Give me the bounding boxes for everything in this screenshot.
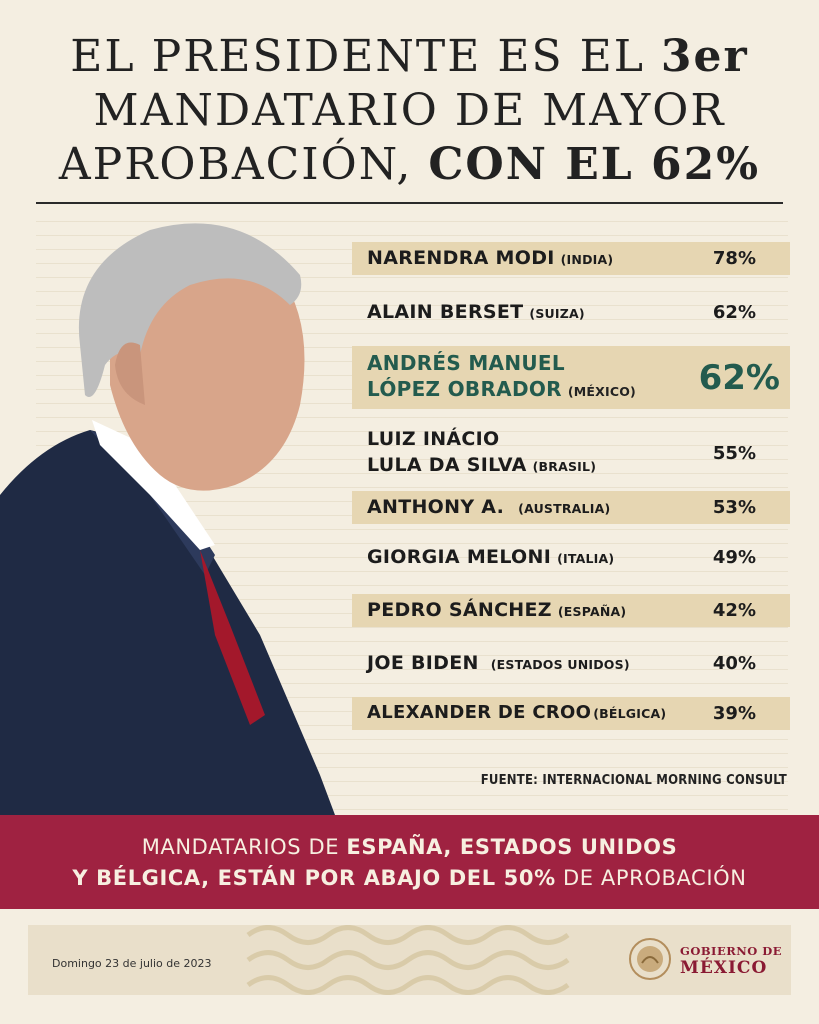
ranking-row-de-croo: ALEXANDER DE CROO (BÉLGICA) 39% bbox=[352, 697, 790, 730]
leader-country: (BÉLGICA) bbox=[593, 706, 667, 721]
ranking-row-berset: ALAIN BERSET (SUIZA) 62% bbox=[352, 296, 790, 329]
banner-line-1: MANDATARIOS DE ESPAÑA, ESTADOS UNIDOS bbox=[141, 835, 678, 859]
coat-of-arms-icon bbox=[629, 938, 671, 980]
headline-line-2: MANDATARIO DE MAYOR bbox=[93, 85, 726, 136]
leader-name-line-1: ANDRÉS MANUEL bbox=[367, 351, 565, 375]
approval-percent: 49% bbox=[712, 547, 756, 568]
approval-percent: 42% bbox=[712, 600, 756, 621]
leader-name-line-2: LULA DA SILVA bbox=[367, 454, 527, 476]
leader-country: (AUSTRALIA) bbox=[518, 500, 611, 516]
ranking-row-sanchez: PEDRO SÁNCHEZ (ESPAÑA) 42% bbox=[352, 594, 790, 627]
leader-country: (BRASIL) bbox=[532, 459, 597, 474]
logo-text-line-1: GOBIERNO DE bbox=[680, 944, 783, 958]
ranking-row-amlo: ANDRÉS MANUEL LÓPEZ OBRADOR (MÉXICO) 62% bbox=[352, 346, 790, 409]
gobierno-de-mexico-logo: GOBIERNO DE MÉXICO bbox=[628, 937, 788, 985]
source-note: FUENTE: INTERNACIONAL MORNING CONSULT bbox=[480, 773, 787, 788]
logo-text-line-2: MÉXICO bbox=[680, 958, 768, 978]
leader-country: (ESTADOS UNIDOS) bbox=[490, 656, 630, 672]
ranking-row-meloni: GIORGIA MELONI (ITALIA) 49% bbox=[352, 541, 790, 574]
leader-name: PEDRO SÁNCHEZ bbox=[367, 598, 552, 621]
approval-ranking: NARENDRA MODI (INDIA) 78% ALAIN BERSET (SU… bbox=[352, 242, 790, 730]
leader-name: ANTHONY A. bbox=[367, 495, 505, 518]
leader-name: ALEXANDER DE CROO bbox=[367, 702, 592, 723]
decorative-pattern bbox=[246, 925, 570, 995]
summary-banner: MANDATARIOS DE ESPAÑA, ESTADOS UNIDOS Y … bbox=[0, 815, 819, 909]
approval-percent: 55% bbox=[712, 442, 756, 464]
banner-line-2: Y BÉLGICA, ESTÁN POR ABAJO DEL 50% DE AP… bbox=[72, 866, 747, 890]
leader-name-line-2: LÓPEZ OBRADOR bbox=[367, 377, 562, 401]
leader-country: (INDIA) bbox=[560, 251, 614, 267]
leader-name: GIORGIA MELONI bbox=[367, 545, 552, 568]
headline: EL PRESIDENTE ES EL 3er MANDATARIO DE MA… bbox=[0, 30, 819, 192]
headline-line-3: APROBACIÓN, CON EL 62% bbox=[58, 139, 761, 190]
approval-percent: 39% bbox=[712, 703, 756, 724]
leader-country: (MÉXICO) bbox=[567, 384, 636, 399]
leader-name: NARENDRA MODI bbox=[367, 246, 555, 269]
leader-name: JOE BIDEN bbox=[367, 651, 479, 674]
approval-percent: 78% bbox=[712, 248, 756, 269]
ranking-row-modi: NARENDRA MODI (INDIA) 78% bbox=[352, 242, 790, 275]
president-photo bbox=[0, 223, 335, 815]
approval-percent-highlight: 62% bbox=[698, 357, 780, 398]
ranking-row-biden: JOE BIDEN (ESTADOS UNIDOS) 40% bbox=[352, 647, 790, 680]
leader-country: (SUIZA) bbox=[529, 305, 585, 321]
footer: Domingo 23 de julio de 2023 GOBIERNO DE … bbox=[28, 925, 791, 995]
approval-percent: 53% bbox=[712, 497, 756, 518]
leader-name-line-1: LUIZ INÁCIO bbox=[367, 428, 500, 450]
leader-name: ALAIN BERSET bbox=[367, 300, 524, 323]
leader-country: (ESPAÑA) bbox=[557, 603, 627, 619]
approval-percent: 40% bbox=[712, 653, 756, 674]
headline-line-1: EL PRESIDENTE ES EL 3er bbox=[70, 31, 749, 82]
headline-divider bbox=[36, 202, 783, 204]
ranking-row-lula: LUIZ INÁCIO LULA DA SILVA (BRASIL) 55% bbox=[352, 423, 790, 483]
publication-date: Domingo 23 de julio de 2023 bbox=[52, 957, 212, 970]
approval-percent: 62% bbox=[712, 302, 756, 323]
ranking-row-albanese: ANTHONY A. (AUSTRALIA) 53% bbox=[352, 491, 790, 524]
leader-country: (ITALIA) bbox=[557, 550, 615, 566]
